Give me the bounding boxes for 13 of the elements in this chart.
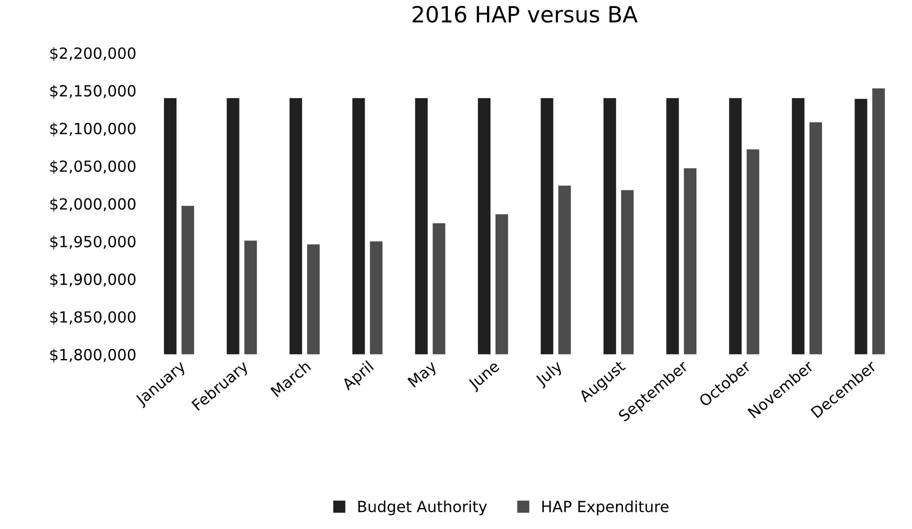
y-tick-label: $2,050,000 xyxy=(50,160,136,174)
y-tick-label: $1,900,000 xyxy=(50,273,136,288)
y-tick-label: $1,800,000 xyxy=(50,348,136,362)
y-tick-label: $1,950,000 xyxy=(50,236,136,250)
legend-label: Budget Authority xyxy=(358,500,487,516)
x-tick-label: May xyxy=(407,360,440,390)
y-tick-label: $2,200,000 xyxy=(50,47,136,61)
legend-label: HAP Expenditure xyxy=(542,500,668,516)
y-tick-label: $2,100,000 xyxy=(50,122,136,136)
y-tick-label: $1,850,000 xyxy=(50,310,136,325)
y-tick-label: $2,150,000 xyxy=(50,84,136,99)
chart-title: 2016 HAP versus BA xyxy=(412,6,638,23)
y-tick-label: $2,000,000 xyxy=(50,198,136,212)
